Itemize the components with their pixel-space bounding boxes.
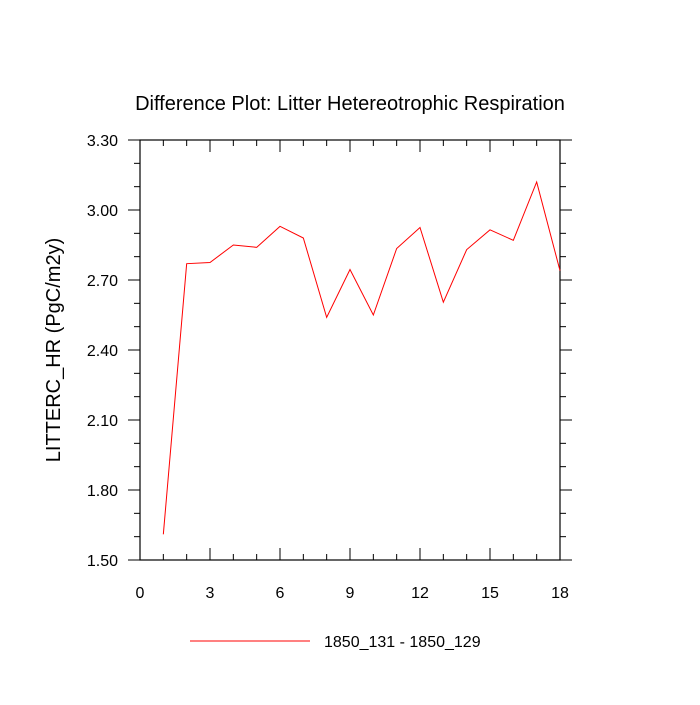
- legend-label: 1850_131 - 1850_129: [324, 634, 481, 651]
- y-tick-label: 2.70: [87, 273, 118, 290]
- y-tick-label: 3.30: [87, 133, 118, 150]
- y-tick-label: 1.50: [87, 553, 118, 570]
- y-tick-label: 3.00: [87, 203, 118, 220]
- x-tick-label: 18: [551, 585, 569, 602]
- y-tick-label: 2.10: [87, 413, 118, 430]
- plot-frame: [139, 139, 561, 561]
- axis-ticks: 0 3 6 9 12 15 18 1.50 1.80 2.10 2.40 2.70 3.00 3.30: [87, 133, 572, 602]
- x-tick-label: 9: [346, 585, 355, 602]
- legend: 1850_131 - 1850_129: [190, 634, 481, 651]
- x-tick-label: 15: [481, 585, 499, 602]
- y-tick-label: 2.40: [87, 343, 118, 360]
- x-tick-label: 6: [276, 585, 285, 602]
- x-tick-label: 0: [136, 585, 145, 602]
- series-line: [162, 180, 561, 535]
- series-group: [162, 180, 561, 535]
- chart-title: Difference Plot: Litter Hetereotrophic R…: [135, 93, 565, 115]
- y-tick-label: 1.80: [87, 483, 118, 500]
- y-axis-label: LITTERC_HR (PgC/m2y): [43, 238, 65, 462]
- x-tick-label: 12: [411, 585, 429, 602]
- x-tick-label: 3: [206, 585, 215, 602]
